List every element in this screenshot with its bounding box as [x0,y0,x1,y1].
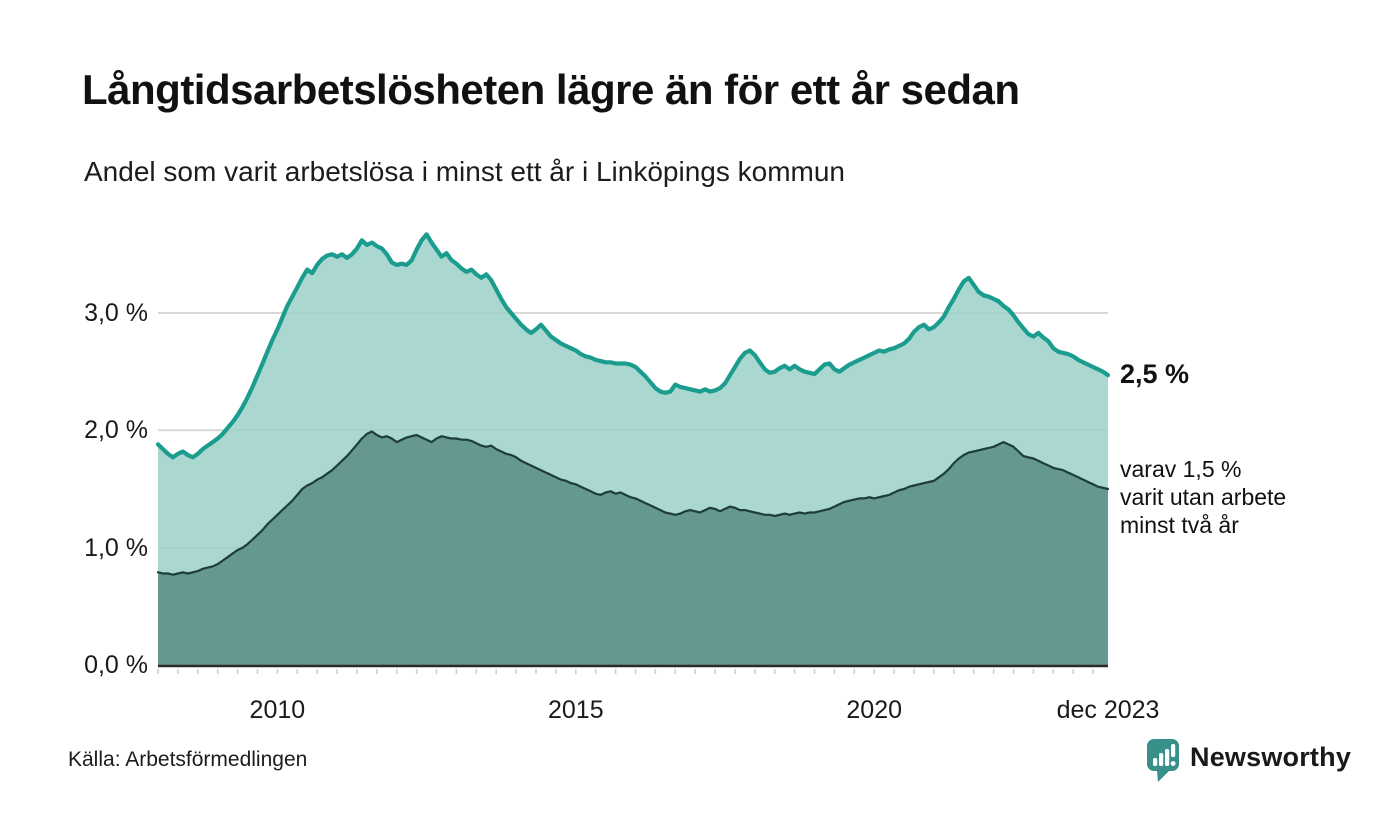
series-annotation: varav 1,5 % varit utan arbete minst två … [1120,455,1286,539]
y-axis-tick-label: 1,0 % [84,533,148,562]
x-axis-tick-label: 2015 [547,696,604,724]
x-axis-tick-label: dec 2023 [1056,696,1160,724]
y-axis-tick-label: 0,0 % [84,651,148,679]
series-line-0 [155,232,1111,460]
page-title: Långtidsarbetslösheten lägre än för ett … [82,66,1020,113]
x-axis-tick-label: 2010 [249,696,306,724]
series-line-1 [156,430,1110,576]
series-area-1 [158,431,1108,665]
annotation-line: minst två år [1120,512,1239,538]
y-axis-tick-label: 2,0 % [84,416,148,445]
plot-svg [155,232,1111,674]
annotation-line: varav 1,5 % [1120,456,1242,482]
bar-chart-bubble-icon [1147,739,1179,782]
brand-logo[interactable]: Newsworthy [1146,738,1351,784]
annotation-line: varit utan arbete [1120,484,1287,510]
x-axis-tick-label: 2020 [846,696,903,724]
brand-name: Newsworthy [1190,742,1352,772]
end-value-annotation: 2,5 % [1120,359,1190,390]
chart-subtitle: Andel som varit arbetslösa i minst ett å… [84,156,845,187]
y-axis-tick-label: 3,0 % [84,299,148,327]
source-note: Källa: Arbetsförmedlingen [68,748,308,771]
